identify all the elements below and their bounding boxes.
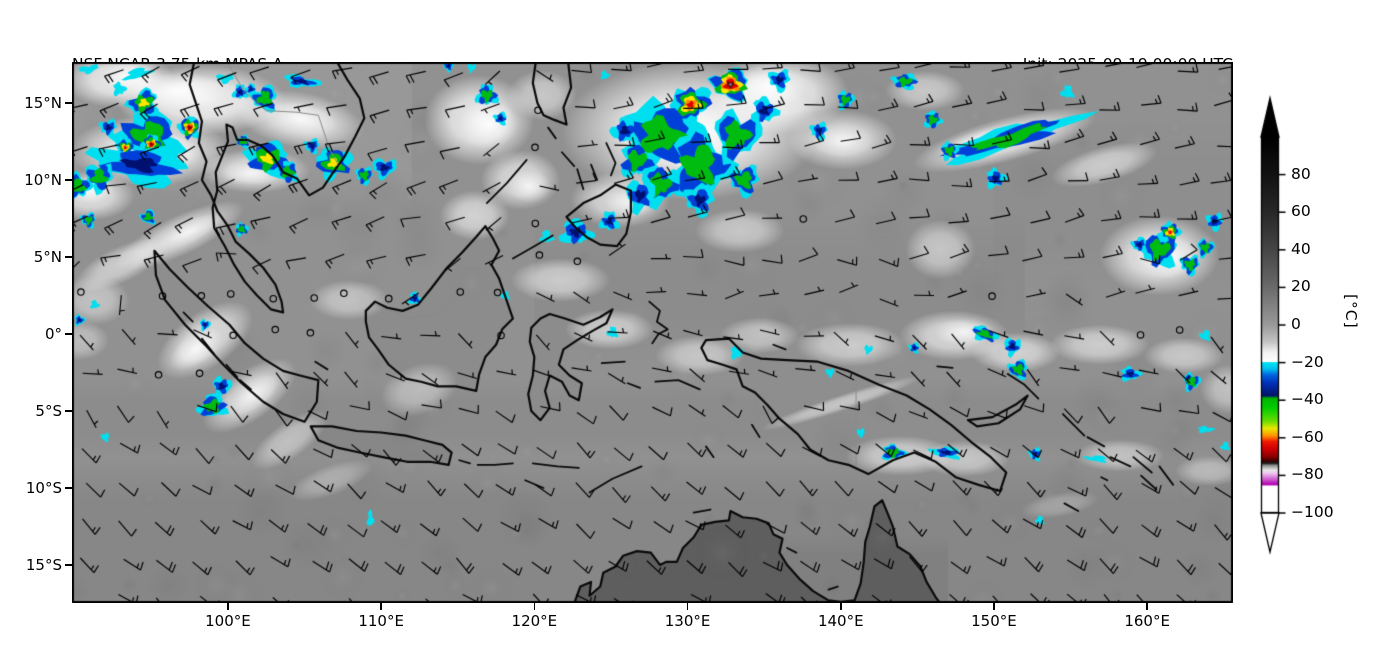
y-tick-mark [65,102,72,104]
y-tick-label: 5°N [33,247,62,266]
colorbar-tick-label: −40 [1291,390,1324,409]
x-tick-label: 160°E [1124,612,1170,630]
y-tick-mark [65,564,72,566]
x-tick-label: 130°E [664,612,711,630]
colorbar-tick-label: 60 [1291,202,1311,221]
x-tick-mark [686,603,689,610]
x-tick-label: 120°E [511,612,558,630]
colorbar-unit-label: [°C] [1342,294,1360,329]
y-tick-label: 0° [44,324,62,343]
x-tick-mark [993,603,995,610]
colorbar-tick-label: −80 [1291,465,1324,484]
x-tick-label: 100°E [205,612,251,630]
x-tick-label: 140°E [817,612,864,630]
colorbar-tick-label: 0 [1291,315,1301,333]
colorbar [1240,88,1376,578]
y-tick-label: 10°S [25,478,62,497]
y-tick-mark [65,179,72,181]
x-tick-mark [839,603,842,610]
y-tick-label: 15°S [25,555,62,574]
y-tick-mark [65,256,72,258]
x-tick-mark [1146,603,1148,610]
y-tick-label: 10°N [24,170,62,189]
colorbar-tick-label: 20 [1291,277,1311,296]
y-tick-mark [65,410,72,412]
colorbar-tick-label: −20 [1291,352,1324,371]
colorbar-tick-label: 40 [1291,239,1311,258]
y-tick-label: 15°N [24,93,62,112]
y-tick-mark [65,333,72,335]
y-tick-label: 5°S [35,401,62,420]
x-tick-label: 150°E [971,612,1017,630]
colorbar-tick-label: −60 [1291,427,1324,446]
x-tick-label: 110°E [358,612,404,630]
colorbar-tick-label: −100 [1291,503,1334,521]
x-tick-mark [533,603,536,610]
colorbar-tick-label: 80 [1291,164,1311,183]
x-tick-mark [227,603,229,610]
x-tick-mark [380,603,382,610]
map-plot [72,62,1233,603]
y-tick-mark [65,487,72,489]
